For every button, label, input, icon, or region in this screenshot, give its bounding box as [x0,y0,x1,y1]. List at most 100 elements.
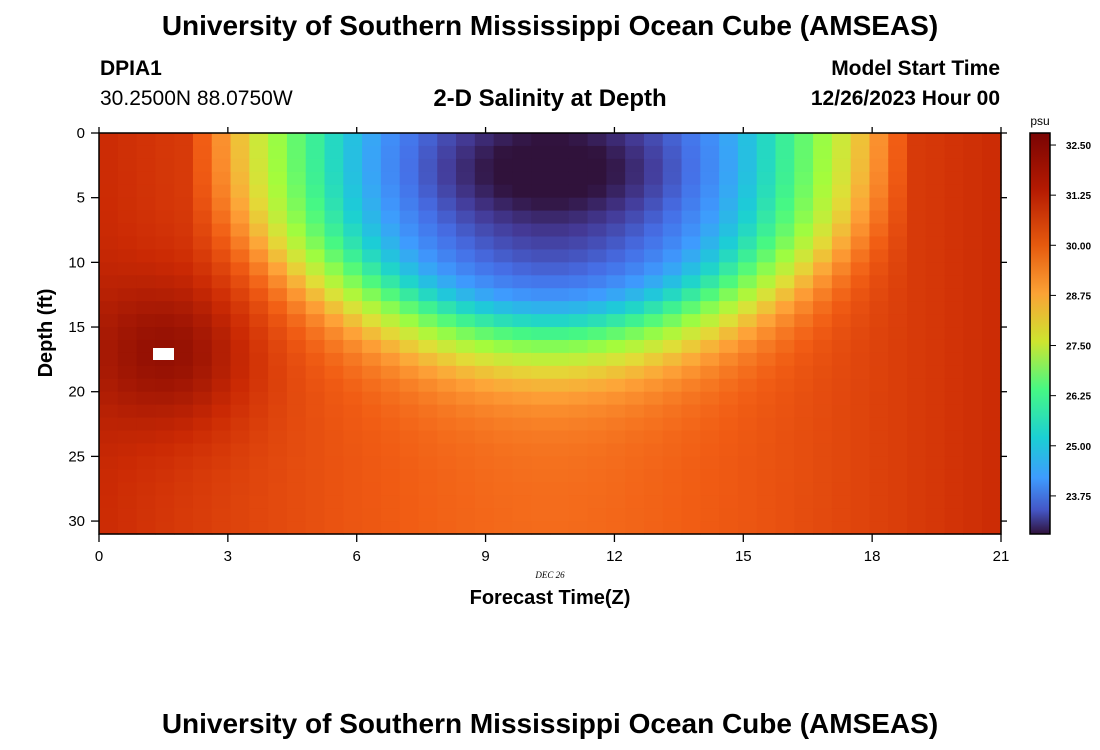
heatmap-cell [380,236,401,251]
heatmap-cell [437,262,457,276]
heatmap-cell [550,145,570,160]
heatmap-cell [155,249,175,263]
heatmap-cell [230,210,250,225]
heatmap-cell [362,521,382,535]
heatmap-cell [456,197,476,212]
heatmap-cell [907,469,927,483]
heatmap-cell [662,443,683,457]
heatmap-cell [888,339,908,354]
heatmap-cell [399,378,420,393]
heatmap-cell [550,249,570,263]
heatmap-cell [813,456,833,470]
heatmap-cell [531,339,551,354]
heatmap-cell [456,145,476,160]
heatmap-cell [99,378,119,393]
heatmap-cell [737,482,758,496]
heatmap-cell [174,327,194,341]
heatmap-cell [606,327,626,341]
heatmap-cell [192,171,213,186]
heatmap-cell [625,391,645,406]
heatmap-cell [399,301,420,315]
heatmap-cell [813,365,833,380]
heatmap-cell [192,521,213,535]
heatmap-cell [418,469,438,483]
heatmap-cell [268,288,288,302]
heatmap-cell [606,197,626,212]
heatmap-cell [794,327,814,341]
heatmap-cell [99,508,119,522]
heatmap-cell [324,288,344,302]
heatmap-cell [418,508,438,522]
heatmap-cell [700,249,720,263]
heatmap-cell [174,171,194,186]
heatmap-cell [286,236,307,251]
heatmap-cell [907,391,927,406]
heatmap-cell [625,521,645,535]
heatmap-cell [550,469,570,483]
heatmap-cell [606,521,626,535]
heatmap-cell [606,145,626,160]
heatmap-cell [474,482,495,496]
heatmap-cell [681,365,701,380]
heatmap-cell [625,171,645,186]
heatmap-cell [831,262,852,276]
heatmap-cell [456,223,476,238]
heatmap-cell [512,210,532,225]
heatmap-cell [211,133,232,147]
heatmap-cell [324,469,344,483]
heatmap-cell [568,275,589,289]
heatmap-cell [756,521,777,535]
heatmap-cell [756,443,777,457]
heatmap-cell [963,417,983,432]
heatmap-cell [286,314,307,328]
heatmap-cell [192,275,213,289]
heatmap-cell [493,275,514,289]
heatmap-cell [343,417,363,432]
heatmap-cell [794,352,814,367]
heatmap-cell [399,521,420,535]
heatmap-cell [512,365,532,380]
heatmap-cell [813,391,833,406]
heatmap-cell [493,145,514,160]
heatmap-cell [963,158,983,173]
heatmap-cell [625,197,645,212]
heatmap-cell [155,469,175,483]
heatmap-cell [305,482,326,496]
heatmap-cell [230,145,250,160]
heatmap-cell [719,158,739,173]
heatmap-cell [418,158,438,173]
heatmap-cell [531,275,551,289]
heatmap-cell [362,210,382,225]
heatmap-cell [888,184,908,199]
heatmap-cell [756,495,777,509]
heatmap-cell [456,443,476,457]
heatmap-cell [418,456,438,470]
heatmap-cell [700,521,720,535]
heatmap-cell [249,339,269,354]
heatmap-cell [192,184,213,199]
heatmap-cell [550,495,570,509]
heatmap-cell [268,352,288,367]
heatmap-cell [512,301,532,315]
heatmap-cell [268,262,288,276]
heatmap-cell [813,210,833,225]
heatmap-cell [324,443,344,457]
heatmap-cell [324,301,344,315]
heatmap-cell [662,171,683,186]
heatmap-cell [850,417,871,432]
heatmap-cell [944,339,965,354]
heatmap-cell [286,378,307,393]
heatmap-cell [700,171,720,186]
heatmap-cell [230,327,250,341]
y-tick-label: 15 [68,319,85,336]
heatmap-cell [775,184,795,199]
heatmap-cell [531,197,551,212]
heatmap-cell [813,223,833,238]
heatmap-cell [681,288,701,302]
heatmap-cell [305,275,326,289]
heatmap-cell [737,223,758,238]
heatmap-cell [794,508,814,522]
heatmap-cell [512,508,532,522]
heatmap-cell [399,249,420,263]
